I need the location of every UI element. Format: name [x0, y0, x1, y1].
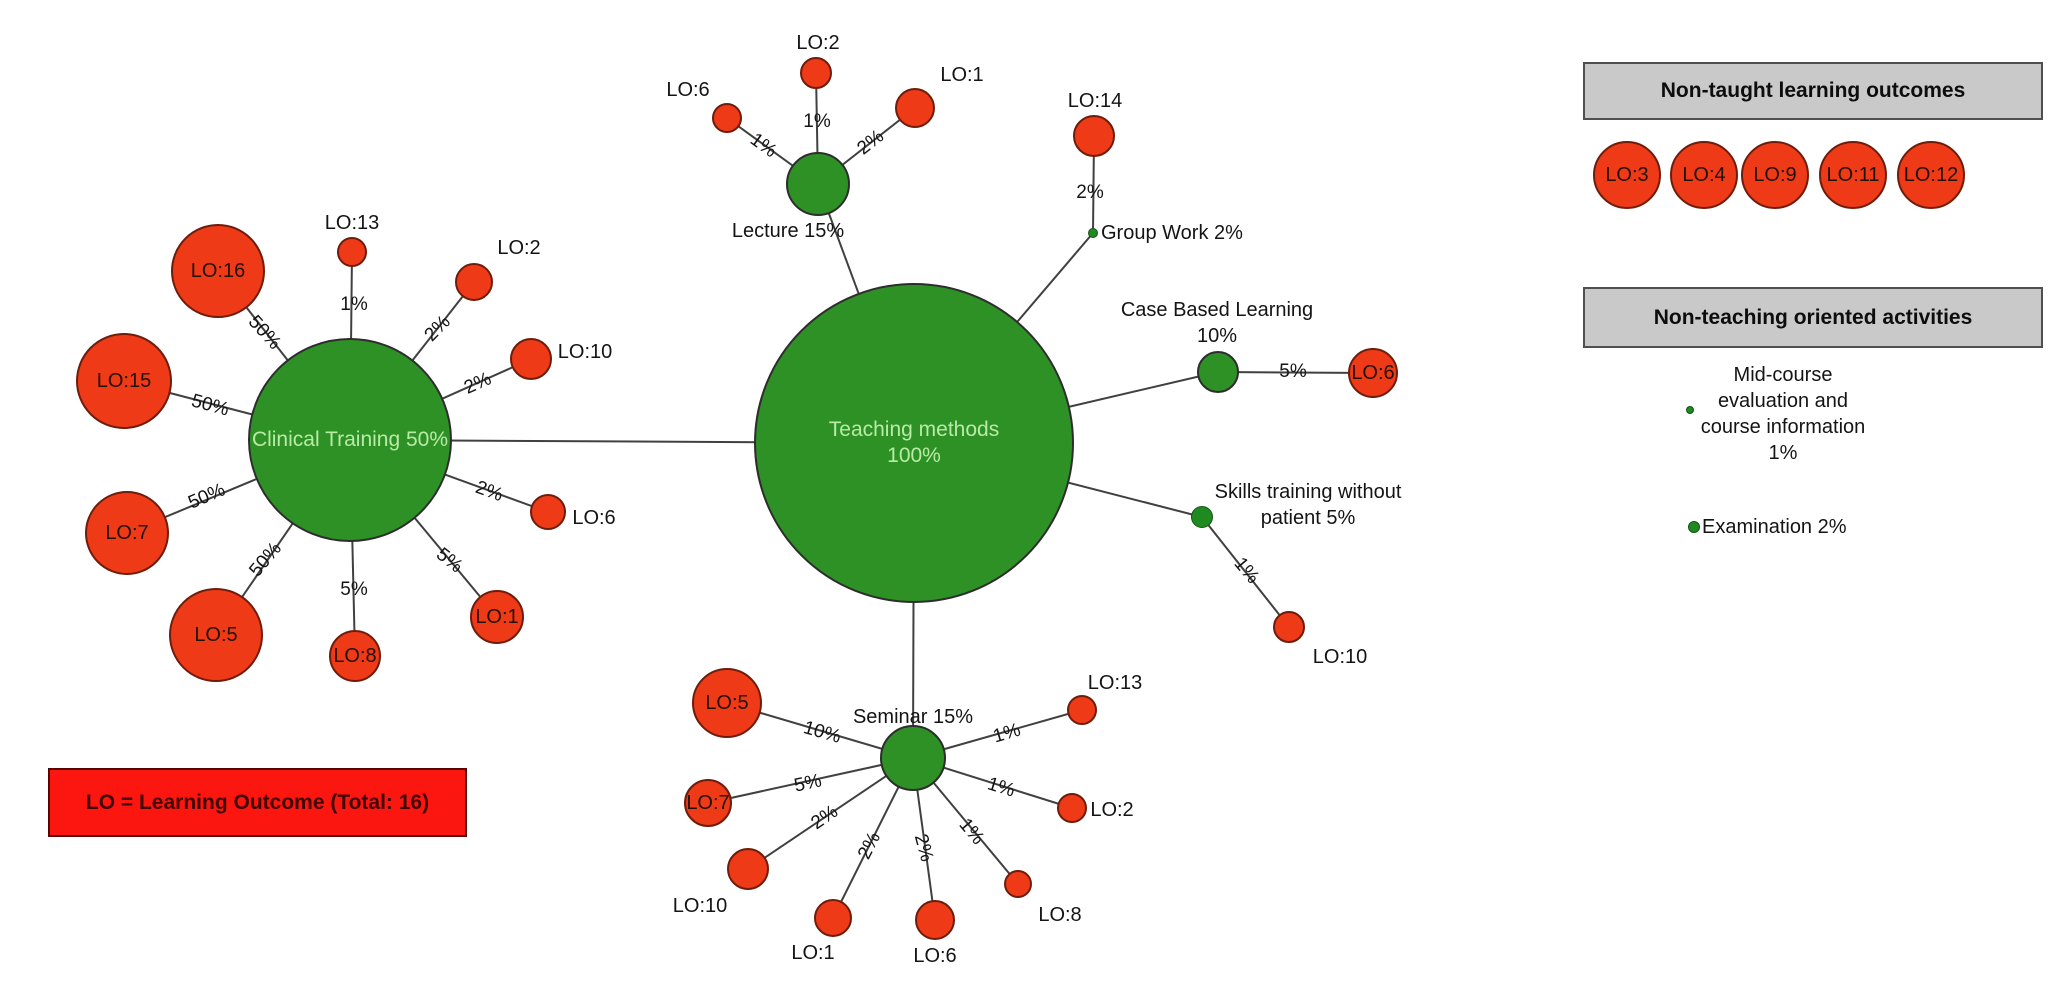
- legend-non-teaching-title: Non-teaching oriented activities: [1653, 305, 1973, 329]
- node-skills: [1191, 506, 1213, 528]
- node-c1-label: LO:1: [475, 605, 519, 628]
- node-se8: [1004, 870, 1032, 898]
- node-groupwork: [1088, 228, 1098, 238]
- label-lo-10: LO:10: [672, 895, 728, 917]
- node-c6: [530, 494, 566, 530]
- edge-skills-s10: [1201, 516, 1290, 628]
- node-clinical-label: Clinical Training 50%: [251, 428, 449, 451]
- node-se6: [915, 900, 955, 940]
- edge-seminar-se7: [707, 757, 914, 804]
- node-lg4-label: LO:4: [1682, 163, 1726, 186]
- node-l6: [712, 103, 742, 133]
- label-examination-2: Examination 2%: [1702, 516, 1847, 538]
- node-cb6: LO:6: [1348, 348, 1398, 398]
- label-lo-14: LO:14: [1067, 90, 1123, 112]
- node-lg12: LO:12: [1897, 141, 1965, 209]
- label-seminar-15: Seminar 15%: [852, 706, 974, 728]
- node-lg11: LO:11: [1819, 141, 1887, 209]
- node-c7-label: LO:7: [105, 521, 149, 544]
- label-lo-1: LO:1: [940, 64, 984, 86]
- node-c8: LO:8: [329, 630, 381, 682]
- node-l1: [895, 88, 935, 128]
- legend-non-teaching-panel: Non-teaching oriented activities: [1583, 287, 2043, 348]
- label-lo-2: LO:2: [1090, 799, 1134, 821]
- edge-label-lecture-l2: 1%: [803, 111, 831, 132]
- node-lg12-label: LO:12: [1903, 163, 1959, 186]
- node-midcourse-dot: [1686, 406, 1694, 414]
- node-se5-label: LO:5: [705, 691, 749, 714]
- edge-label-groupwork-g14: 2%: [1076, 182, 1104, 203]
- node-cbl: [1197, 351, 1239, 393]
- node-lg9-label: LO:9: [1753, 163, 1797, 186]
- node-se13: [1067, 695, 1097, 725]
- edge-label-clinical-c13: 1%: [340, 294, 368, 315]
- node-se5: LO:5: [692, 668, 762, 738]
- label-lo-13: LO:13: [1087, 672, 1143, 694]
- node-seminar: [880, 725, 946, 791]
- label-lo-6: LO:6: [666, 79, 710, 101]
- node-teaching: Teaching methods 100%: [754, 283, 1074, 603]
- label-lo-2: LO:2: [796, 32, 840, 54]
- label-lo-6: LO:6: [572, 507, 616, 529]
- node-c15-label: LO:15: [96, 369, 152, 392]
- node-l2: [800, 57, 832, 89]
- node-teaching-label: Teaching methods: [828, 418, 1000, 441]
- node-c7: LO:7: [85, 491, 169, 575]
- note-box: LO = Learning Outcome (Total: 16): [48, 768, 467, 837]
- node-lecture: [786, 152, 850, 216]
- node-c13: [337, 237, 367, 267]
- node-se2: [1057, 793, 1087, 823]
- node-c8-label: LO:8: [333, 644, 377, 667]
- label-lo-1: LO:1: [791, 942, 835, 964]
- label-group-work-2: Group Work 2%: [1101, 222, 1243, 244]
- node-g14: [1073, 115, 1115, 157]
- node-lg3-label: LO:3: [1605, 163, 1649, 186]
- node-lg3: LO:3: [1593, 141, 1661, 209]
- edge-label-cbl-cb6: 5%: [1279, 361, 1307, 382]
- label-skills-training-without-patient-5: Skills training without patient 5%: [1214, 481, 1402, 529]
- node-se1: [814, 899, 852, 937]
- node-c2: [455, 263, 493, 301]
- note-box-label: LO = Learning Outcome (Total: 16): [85, 790, 430, 814]
- node-teaching-label: 100%: [887, 444, 941, 467]
- node-se10: [727, 848, 769, 890]
- label-lo-10: LO:10: [557, 341, 613, 363]
- node-s10: [1273, 611, 1305, 643]
- node-lg9: LO:9: [1741, 141, 1809, 209]
- label-lo-8: LO:8: [1038, 904, 1082, 926]
- label-lo-2: LO:2: [497, 237, 541, 259]
- node-exam-dot: [1688, 521, 1700, 533]
- label-lo-13: LO:13: [324, 212, 380, 234]
- node-cb6-label: LO:6: [1351, 361, 1395, 384]
- node-se7-label: LO:7: [686, 791, 730, 814]
- label-mid-course-evaluation-and-course-information-1: Mid-course evaluation and course informa…: [1700, 364, 1866, 464]
- node-lg4: LO:4: [1670, 141, 1738, 209]
- edge-label-clinical-c8: 5%: [340, 579, 368, 600]
- label-lo-6: LO:6: [913, 945, 957, 967]
- edge-cbl-cb6: [1217, 371, 1374, 374]
- legend-non-taught-title: Non-taught learning outcomes: [1660, 79, 1966, 102]
- node-se7: LO:7: [684, 779, 732, 827]
- node-c16: LO:16: [171, 224, 265, 318]
- node-clinical: Clinical Training 50%: [248, 338, 452, 542]
- legend-non-taught-panel: Non-taught learning outcomes: [1583, 62, 2043, 120]
- node-c16-label: LO:16: [190, 259, 246, 282]
- label-lecture-15: Lecture 15%: [731, 220, 845, 242]
- node-c5-label: LO:5: [194, 623, 238, 646]
- node-c5: LO:5: [169, 588, 263, 682]
- node-c1: LO:1: [470, 590, 524, 644]
- node-c10: [510, 338, 552, 380]
- label-case-based-learning-10: Case Based Learning 10%: [1120, 299, 1314, 347]
- node-c15: LO:15: [76, 333, 172, 429]
- node-lg11-label: LO:11: [1826, 163, 1880, 186]
- label-lo-10: LO:10: [1312, 646, 1368, 668]
